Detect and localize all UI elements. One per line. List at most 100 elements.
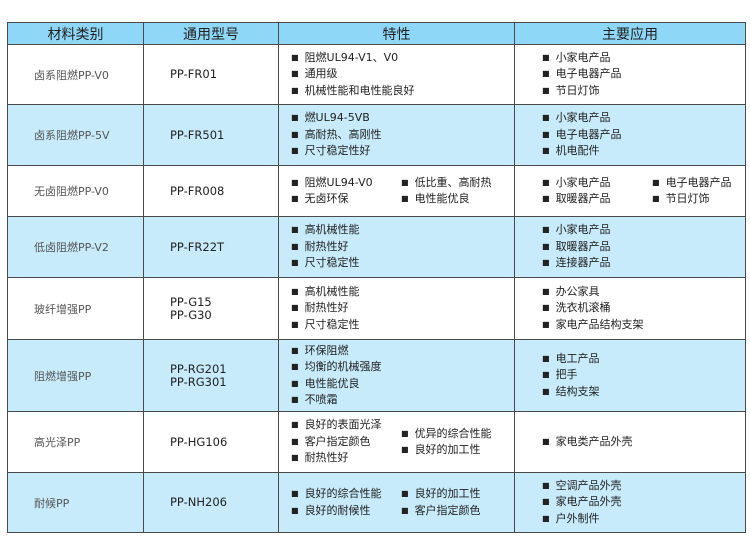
category: 卤系阻燃PP-V0 [34, 68, 109, 82]
features-item: 尺寸稳定性 [291, 255, 401, 272]
applications-item: 机电配件 [542, 143, 652, 160]
applications-cell: 办公家具洗衣机滚桶家电产品结构支架 [514, 277, 746, 340]
features-list: 良好的表面光泽客户指定颜色耐热性好 [291, 417, 401, 467]
applications-item: 连接器产品 [542, 255, 652, 272]
features-item: 耐热性好 [291, 239, 401, 256]
model: PP-G15 [170, 294, 212, 309]
features-cell: 阻燃UL94-V0无卤环保低比重、高耐热电性能优良 [278, 165, 515, 217]
features-item: 电性能优良 [291, 376, 401, 393]
table-row: 无卤阻燃PP-V0 PP-FR008 阻燃UL94-V0无卤环保低比重、高耐热电性能… [7, 165, 746, 217]
table-row: 耐候PPPP-NH206良好的综合性能良好的耐候性良好的加工性客户指定颜色空调产… [7, 472, 746, 533]
features-item: 耐热性好 [291, 450, 401, 467]
header-model: 通用型号 [143, 22, 279, 45]
applications-list: 空调产品外壳家电产品外壳户外制件 [542, 478, 652, 528]
applications-item: 结构支架 [542, 384, 652, 401]
table-row: 阻燃增强PPPP-RG201PP-RG301环保阻燃均衡的机械强度电性能优良不喷… [7, 339, 746, 412]
features-item: 阻燃UL94-V1、V0 [291, 50, 401, 67]
category-cell: 玻纤增强PP [7, 277, 144, 340]
features-item: 低比重、高耐热 [401, 175, 492, 192]
applications-item: 小家电产品 [542, 222, 652, 239]
header-features: 特性 [278, 22, 515, 45]
features-list: 环保阻燃均衡的机械强度电性能优良不喷霜 [291, 343, 401, 409]
model: PP-HG106 [170, 434, 228, 449]
applications-cell: 小家电产品电子电器产品机电配件 [514, 104, 746, 166]
features-list: 燃UL94-5VB高耐热、高刚性尺寸稳定性好 [291, 110, 401, 160]
applications-item: 电子电器产品 [542, 127, 652, 144]
applications-cell: 小家电产品取暖器产品电子电器产品节日灯饰 [514, 165, 746, 217]
applications-item: 电工产品 [542, 351, 652, 368]
header-category: 材料类别 [7, 22, 144, 45]
category: 耐候PP [34, 496, 70, 510]
features-list: 低比重、高耐热电性能优良 [401, 175, 492, 208]
model-cell: PP-G15 PP-G30 [143, 277, 279, 340]
features-list: 高机械性能耐热性好尺寸稳定性 [291, 222, 401, 272]
features-cell: 良好的表面光泽客户指定颜色耐热性好优异的综合性能良好的加工性 [278, 411, 515, 473]
features-item: 机械性能和电性能良好 [291, 83, 415, 100]
table-row: 卤系阻燃PP-5V PP-FR501 燃UL94-5VB高耐热、高刚性尺寸稳定性好 小… [7, 104, 746, 166]
features-list: 阻燃UL94-V0无卤环保 [291, 175, 401, 208]
table-row: 高光泽PP PP-HG106 良好的表面光泽客户指定颜色耐热性好优异的综合性能良好的… [7, 411, 746, 473]
features-item: 客户指定颜色 [291, 434, 401, 451]
applications-item: 把手 [542, 367, 652, 384]
features-item: 环保阻燃 [291, 343, 401, 360]
category: 高光泽PP [34, 436, 81, 449]
applications-cell: 小家电产品取暖器产品连接器产品 [514, 216, 746, 278]
category-cell: 无卤阻燃PP-V0 [7, 165, 144, 217]
features-item: 阻燃UL94-V0 [291, 175, 401, 192]
model-cell: PP-FR008 [143, 165, 279, 217]
category: 阻燃增强PP [34, 369, 92, 383]
features-item: 尺寸稳定性好 [291, 143, 401, 160]
features-cell: 阻燃UL94-V1、V0通用级机械性能和电性能良好 [278, 44, 515, 105]
table-row: 玻纤增强PPPP-G15PP-G30高机械性能耐热性好尺寸稳定性办公家具洗衣机滚… [7, 277, 746, 340]
applications-item: 小家电产品 [542, 110, 652, 127]
applications-item: 家电产品结构支架 [542, 317, 652, 334]
features-item: 良好的表面光泽 [291, 417, 401, 434]
features-list: 高机械性能耐热性好尺寸稳定性 [291, 284, 401, 334]
model: PP-RG301 [170, 374, 227, 389]
applications-item: 节日灯饰 [652, 191, 732, 208]
applications-item: 节日灯饰 [542, 83, 652, 100]
features-item: 高耐热、高刚性 [291, 127, 401, 144]
features-item: 优异的综合性能 [401, 426, 492, 443]
applications-item: 电子电器产品 [652, 175, 732, 192]
applications-item: 办公家具 [542, 284, 652, 301]
applications-list: 小家电产品取暖器产品 [542, 175, 652, 208]
category: 低卤阻燃PP-V2 [34, 241, 109, 254]
features-item: 燃UL94-5VB [291, 110, 401, 127]
applications-list: 小家电产品取暖器产品连接器产品 [542, 222, 652, 272]
category: 卤系阻燃PP-5V [34, 129, 110, 142]
model-cell: PP-NH206 [143, 472, 279, 533]
features-item: 不喷霜 [291, 392, 401, 409]
applications-list: 电子电器产品节日灯饰 [652, 175, 732, 208]
applications-cell: 家电类产品外壳 [514, 411, 746, 473]
applications-item: 小家电产品 [542, 50, 652, 67]
features-item: 尺寸稳定性 [291, 317, 401, 334]
model: PP-FR008 [170, 183, 225, 198]
category-cell: 卤系阻燃PP-V0 [7, 44, 144, 105]
features-item: 通用级 [291, 66, 401, 83]
model-cell: PP-RG201 PP-RG301 [143, 339, 279, 412]
features-item: 均衡的机械强度 [291, 359, 401, 376]
model-cell: PP-FR01 [143, 44, 279, 105]
model: PP-FR22T [170, 239, 225, 254]
category-cell: 阻燃增强PP [7, 339, 144, 412]
features-item: 良好的耐候性 [291, 503, 401, 520]
applications-list: 家电类产品外壳 [542, 434, 652, 451]
applications-list: 办公家具洗衣机滚桶家电产品结构支架 [542, 284, 652, 334]
header-row: 材料类别 通用型号 特性 主要应用 [7, 22, 746, 45]
features-item: 良好的综合性能 [291, 486, 401, 503]
model: PP-RG201 [170, 361, 227, 376]
applications-item: 取暖器产品 [542, 239, 652, 256]
features-item: 无卤环保 [291, 191, 401, 208]
applications-item: 洗衣机滚桶 [542, 300, 652, 317]
features-cell: 高机械性能耐热性好尺寸稳定性 [278, 216, 515, 278]
category: 无卤阻燃PP-V0 [34, 185, 109, 198]
model: PP-G30 [170, 307, 212, 322]
features-item: 客户指定颜色 [401, 503, 481, 520]
category-cell: 卤系阻燃PP-5V [7, 104, 144, 166]
features-item: 高机械性能 [291, 284, 401, 301]
category-cell: 耐候PP [7, 472, 144, 533]
features-item: 良好的加工性 [401, 442, 492, 459]
header-applications: 主要应用 [514, 22, 746, 45]
category-cell: 高光泽PP [7, 411, 144, 473]
